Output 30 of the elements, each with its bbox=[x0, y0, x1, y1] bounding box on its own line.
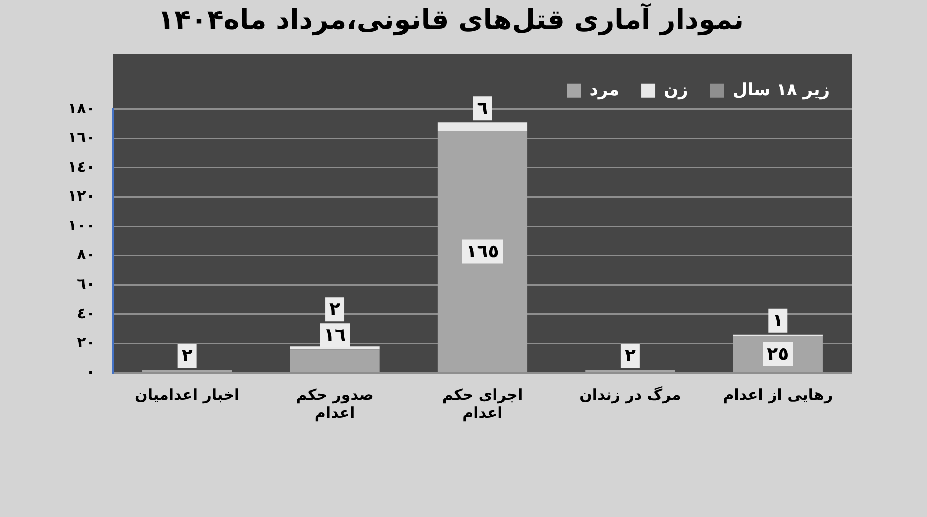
legend-label: زن bbox=[664, 80, 688, 100]
bar bbox=[438, 131, 528, 372]
y-tick-label: ١٨٠ bbox=[68, 99, 96, 118]
bar bbox=[290, 350, 380, 372]
data-label: ١ bbox=[772, 310, 784, 332]
y-tick-label: ١٤٠ bbox=[68, 158, 96, 176]
bar bbox=[438, 122, 528, 132]
data-label: ٦ bbox=[477, 98, 488, 120]
x-tick-label: مرگ در زندان bbox=[580, 386, 682, 404]
y-tick-label: ٢٠ bbox=[77, 334, 96, 352]
data-label: ٢ bbox=[182, 346, 193, 367]
x-tick-label: اجرای حکم اعدام bbox=[442, 386, 524, 422]
legend-label: زیر ۱۸ سال bbox=[732, 80, 830, 100]
y-tick-label: ٨٠ bbox=[77, 246, 96, 264]
y-tick-label: ٦٠ bbox=[77, 275, 96, 294]
y-tick-label: ١٠٠ bbox=[68, 216, 96, 234]
y-tick-label: ١٢٠ bbox=[68, 187, 96, 206]
y-tick-label: ١٦٠ bbox=[68, 128, 96, 147]
y-tick-label: ٠ bbox=[86, 362, 96, 381]
data-label: ٢ bbox=[330, 299, 341, 320]
data-label: ١٦٥ bbox=[466, 241, 500, 262]
data-label: ١٦ bbox=[324, 325, 346, 346]
x-tick-label: رهایی از اعدام bbox=[723, 386, 834, 404]
y-tick-label: ٤٠ bbox=[77, 304, 96, 322]
legend-label: مرد bbox=[590, 80, 620, 100]
data-label: ٢٥ bbox=[767, 344, 790, 365]
x-tick-label: اخبار اعدامیان bbox=[135, 386, 240, 404]
data-label: ٢ bbox=[624, 346, 636, 367]
chart-title: نمودار آماری قتل‌های قانونی،مرداد ماه۱۴۰۴ bbox=[158, 3, 744, 36]
x-tick-label: صدور حکم اعدام bbox=[296, 386, 374, 422]
